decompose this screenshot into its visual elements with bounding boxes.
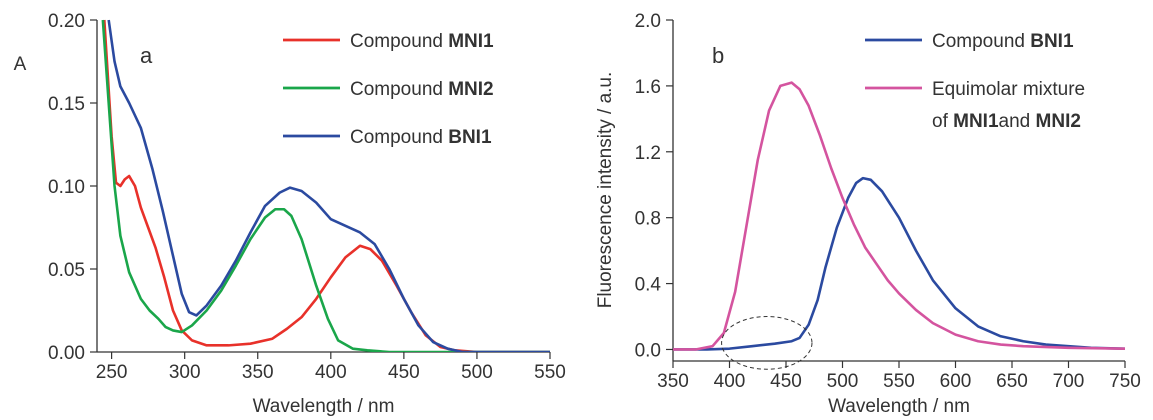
legend-text-part: BNI1 — [1030, 31, 1074, 52]
x-tick-label: 400 — [315, 362, 347, 383]
legend-text-part: Compound — [932, 31, 1030, 52]
x-tick-label: 650 — [996, 371, 1028, 392]
y-axis-title: A — [14, 54, 27, 75]
y-tick-label: 1.2 — [635, 143, 661, 164]
legend-text-part: Compound — [350, 79, 448, 100]
y-tick-label: 2.0 — [635, 11, 661, 32]
x-tick-label: 600 — [940, 371, 972, 392]
x-tick-label: 700 — [1053, 371, 1085, 392]
panel-letter: b — [712, 43, 724, 68]
y-tick-label: 0.10 — [48, 177, 85, 198]
y-tick-label: 0.20 — [48, 11, 85, 32]
y-tick-label: 0.8 — [635, 209, 661, 230]
x-tick-label: 450 — [388, 362, 420, 383]
x-tick-label: 550 — [883, 371, 915, 392]
x-tick-label: 250 — [96, 362, 128, 383]
x-tick-label: 550 — [534, 362, 566, 383]
legend-text-part: MNI1 — [448, 31, 494, 52]
series-line-1 — [673, 176, 1125, 351]
x-tick-label: 500 — [827, 371, 859, 392]
y-tick-label: 0.15 — [48, 94, 85, 115]
y-tick-label: 0.4 — [635, 275, 662, 296]
legend-text-part: MNI2 — [448, 79, 493, 100]
x-tick-label: 350 — [242, 362, 274, 383]
legend-label-1: Compound BNI1 — [932, 31, 1074, 52]
series-line-1 — [103, 19, 550, 352]
legend-text-part: BNI1 — [448, 127, 492, 148]
panel-letter: a — [140, 43, 153, 68]
chart-panel-b: 350 400 450 500 550 600 650 700 750 0.0 0.4 0.8 1.2 1… — [595, 11, 1141, 417]
x-tick-label: 300 — [169, 362, 201, 383]
y-tick-label: 0.05 — [48, 260, 85, 281]
annotation-ellipse — [721, 316, 813, 370]
legend-text-part: of — [932, 111, 953, 132]
x-axis-title: Wavelength / nm — [253, 396, 395, 417]
series-line-2 — [101, 19, 550, 352]
y-tick-label: 0.0 — [635, 340, 661, 361]
legend-text-part: Compound — [350, 127, 448, 148]
legend-label-2: Equimolar mixture — [932, 79, 1085, 100]
legend-label-3: Compound BNI1 — [350, 127, 492, 148]
legend-label-2: of MNI1and MNI2 — [932, 111, 1081, 132]
legend-label-2: Compound MNI2 — [350, 79, 494, 100]
series-line-3 — [107, 19, 550, 352]
legend-text-part: MNI1 — [953, 111, 999, 132]
legend-label-1: Compound MNI1 — [350, 31, 494, 52]
legend-text-part: and — [999, 111, 1036, 132]
chart-panel-a: 250 300 350 400 450 500 550 0.00 0.05 0.10 0.15 0.2… — [14, 11, 566, 417]
x-tick-label: 450 — [770, 371, 802, 392]
x-axis-title: Wavelength / nm — [828, 396, 970, 417]
y-axis-title: Fluorescence intensity / a.u. — [595, 72, 616, 309]
y-tick-label: 0.00 — [48, 343, 85, 364]
x-tick-label: 400 — [714, 371, 746, 392]
legend: Compound BNI1 Equimolar mixture of MNI1and… — [865, 31, 1085, 132]
x-tick-label: 500 — [461, 362, 493, 383]
x-tick-label: 350 — [657, 371, 689, 392]
x-tick-label: 750 — [1109, 371, 1141, 392]
legend-text-part: Compound — [350, 31, 448, 52]
y-tick-label: 1.6 — [635, 77, 661, 98]
legend-text-part: MNI2 — [1036, 111, 1081, 132]
legend-text-part: Equimolar mixture — [932, 79, 1085, 100]
series-line-2 — [673, 81, 1125, 351]
